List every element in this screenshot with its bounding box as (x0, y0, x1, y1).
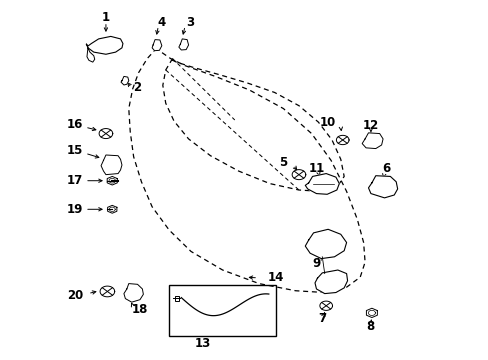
Text: 20: 20 (67, 288, 83, 302)
Polygon shape (305, 229, 346, 258)
Text: 10: 10 (319, 116, 335, 129)
Polygon shape (368, 176, 397, 198)
Text: 11: 11 (308, 162, 324, 175)
Polygon shape (362, 133, 382, 149)
Polygon shape (86, 36, 122, 54)
Polygon shape (305, 174, 339, 194)
Text: 8: 8 (365, 320, 373, 333)
Polygon shape (314, 270, 347, 294)
Text: 4: 4 (158, 15, 165, 28)
Text: 3: 3 (185, 15, 194, 28)
Polygon shape (121, 76, 128, 85)
Polygon shape (123, 284, 143, 302)
Text: 2: 2 (132, 81, 141, 94)
Text: 14: 14 (267, 271, 284, 284)
Text: 15: 15 (66, 144, 83, 157)
Polygon shape (87, 48, 95, 62)
Text: 18: 18 (131, 303, 148, 316)
Text: 13: 13 (195, 337, 211, 350)
Polygon shape (101, 155, 122, 175)
Text: 6: 6 (382, 162, 390, 175)
Polygon shape (152, 40, 162, 51)
Text: 12: 12 (362, 119, 378, 132)
Text: 1: 1 (102, 11, 110, 24)
Polygon shape (179, 39, 188, 50)
Text: 19: 19 (66, 203, 83, 216)
Text: 7: 7 (318, 312, 325, 325)
Text: 9: 9 (312, 257, 320, 270)
Text: 16: 16 (66, 118, 83, 131)
Text: 5: 5 (279, 156, 287, 169)
Bar (175, 296, 179, 301)
Text: 17: 17 (67, 174, 83, 187)
Bar (169, 285, 276, 337)
